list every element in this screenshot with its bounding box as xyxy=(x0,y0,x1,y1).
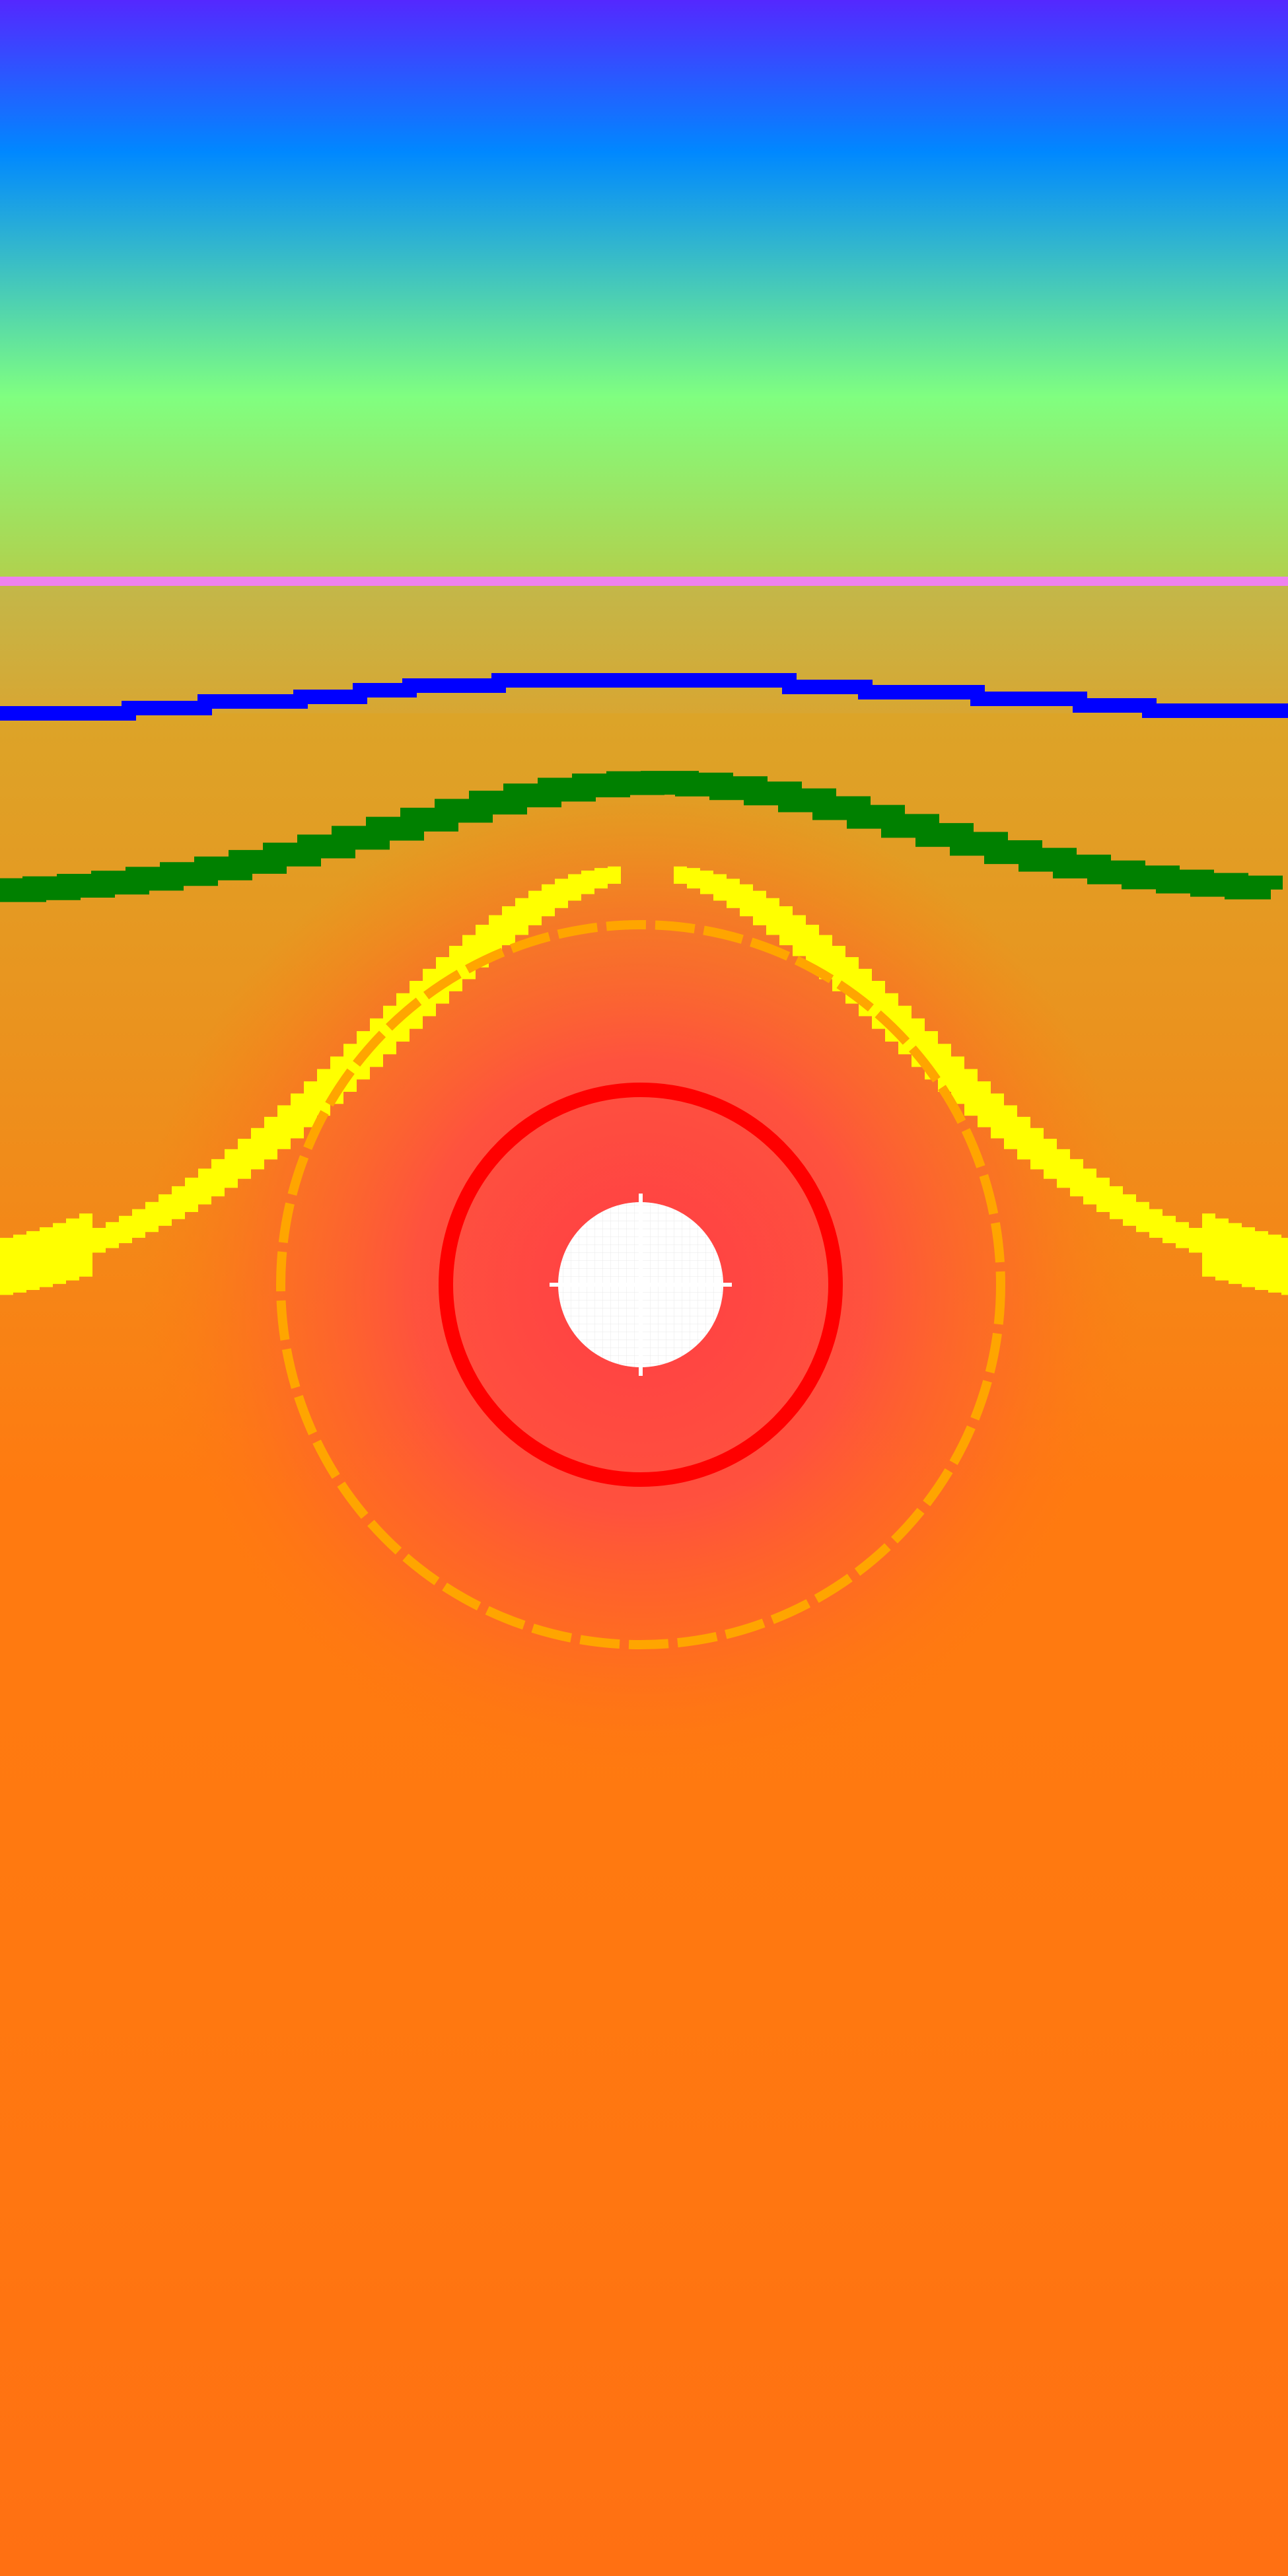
contour-yellow-segment xyxy=(740,884,753,917)
contour-yellow-segment xyxy=(502,906,515,946)
contour-yellow-segment xyxy=(1176,1222,1189,1248)
contour-yellow-segment xyxy=(1255,1231,1268,1290)
contour-yellow-segment xyxy=(978,1081,991,1127)
contour-yellow-segment xyxy=(1044,1139,1057,1179)
contour-yellow-segment xyxy=(1030,1127,1044,1170)
contour-yellow-segment xyxy=(515,898,528,935)
contour-yellow-segment xyxy=(727,878,740,908)
contour-yellow-segment xyxy=(106,1222,119,1248)
contour-yellow-segment xyxy=(938,1044,951,1092)
contour-lines xyxy=(0,577,1288,1649)
contour-yellow-segment xyxy=(1229,1223,1242,1284)
contour-yellow-segment xyxy=(991,1093,1004,1139)
contour-yellow-segment xyxy=(687,868,700,889)
contour-yellow-segment xyxy=(1017,1116,1030,1160)
contour-yellow-segment xyxy=(713,874,727,901)
contour-yellow-segment xyxy=(793,915,806,956)
contour-yellow-segment xyxy=(1123,1194,1136,1226)
contour-yellow-segment xyxy=(1070,1159,1083,1197)
contour-yellow xyxy=(0,866,1288,1295)
contour-yellow-segment xyxy=(53,1223,66,1284)
contour-yellow-segment xyxy=(277,1105,291,1149)
contour-yellow-segment xyxy=(1215,1218,1229,1281)
contour-yellow-segment xyxy=(832,945,845,991)
contour-yellow-segment xyxy=(172,1186,185,1219)
contour-yellow-segment xyxy=(13,1234,26,1293)
contour-yellow-segment xyxy=(1149,1209,1163,1238)
contour-yellow-segment xyxy=(40,1227,53,1287)
contour-yellow-segment xyxy=(238,1139,251,1179)
contour-yellow-segment xyxy=(806,925,819,968)
contour-yellow-segment xyxy=(304,1081,317,1127)
contour-yellow-segment xyxy=(568,874,581,901)
core-spike-horizontal xyxy=(550,1283,732,1287)
contour-yellow-segment xyxy=(119,1215,132,1244)
background-band-1 xyxy=(0,0,1288,153)
contour-yellow-segment xyxy=(766,898,779,935)
contour-yellow-segment xyxy=(489,915,502,956)
contour-yellow-segment xyxy=(317,1069,330,1116)
contour-yellow-segment xyxy=(1110,1186,1123,1219)
background-band-4 xyxy=(0,581,1288,714)
contour-yellow-segment xyxy=(528,890,542,925)
contour-yellow-segment xyxy=(225,1149,238,1188)
contour-orange xyxy=(276,920,1005,1649)
contour-yellow-segment xyxy=(185,1177,198,1212)
contour-yellow-segment xyxy=(581,871,594,894)
contour-yellow-segment xyxy=(608,866,621,884)
contour-blue xyxy=(0,673,1288,721)
contour-yellow-segment xyxy=(251,1127,264,1170)
contour-yellow-segment xyxy=(198,1168,211,1205)
core-region xyxy=(550,1194,732,1376)
contour-yellow-segment xyxy=(291,1093,304,1139)
contour-yellow-segment xyxy=(964,1069,978,1116)
contour-yellow-segment xyxy=(449,945,462,991)
contour-yellow-segment xyxy=(1083,1168,1096,1205)
contour-yellow-segment xyxy=(159,1194,172,1226)
contour-yellow-segment xyxy=(753,890,766,925)
contour-yellow-segment xyxy=(1189,1228,1202,1253)
contour-yellow-segment xyxy=(594,868,608,889)
contour-yellow-segment xyxy=(79,1213,92,1277)
contour-yellow-segment xyxy=(1096,1177,1110,1212)
contour-yellow-segment xyxy=(1242,1227,1255,1287)
contour-yellow-segment xyxy=(1281,1238,1288,1295)
contour-yellow-segment xyxy=(1057,1149,1070,1188)
contour-yellow-segment xyxy=(1136,1201,1149,1233)
contour-yellow-segment xyxy=(132,1209,145,1238)
contour-yellow-segment xyxy=(779,906,793,946)
contour-yellow-segment xyxy=(1202,1213,1215,1277)
background-band-2 xyxy=(0,152,1288,397)
contour-green xyxy=(0,771,1283,902)
contour-yellow-segment xyxy=(92,1228,106,1253)
contour-yellow-segment xyxy=(383,1005,396,1055)
contour-yellow-segment xyxy=(951,1056,964,1104)
contour-yellow-segment xyxy=(462,935,476,980)
contour-yellow-segment xyxy=(674,866,687,884)
contour-yellow-segment xyxy=(211,1159,225,1197)
contour-yellow-segment xyxy=(700,871,713,894)
contour-yellow-segment xyxy=(542,884,555,917)
contour-red xyxy=(439,1083,843,1487)
background-band-3 xyxy=(0,396,1288,582)
contour-yellow-segment xyxy=(819,935,832,980)
contour-yellow-segment xyxy=(0,1238,13,1295)
contour-yellow-segment xyxy=(66,1218,79,1281)
contour-yellow-segment xyxy=(145,1201,159,1233)
contour-yellow-segment xyxy=(1004,1105,1017,1149)
contour-yellow-segment xyxy=(555,878,568,908)
contour-yellow-segment xyxy=(26,1231,40,1290)
contour-yellow-segment xyxy=(1163,1215,1176,1244)
contour-yellow-segment xyxy=(264,1116,277,1160)
contour-yellow-segment xyxy=(1268,1234,1281,1293)
